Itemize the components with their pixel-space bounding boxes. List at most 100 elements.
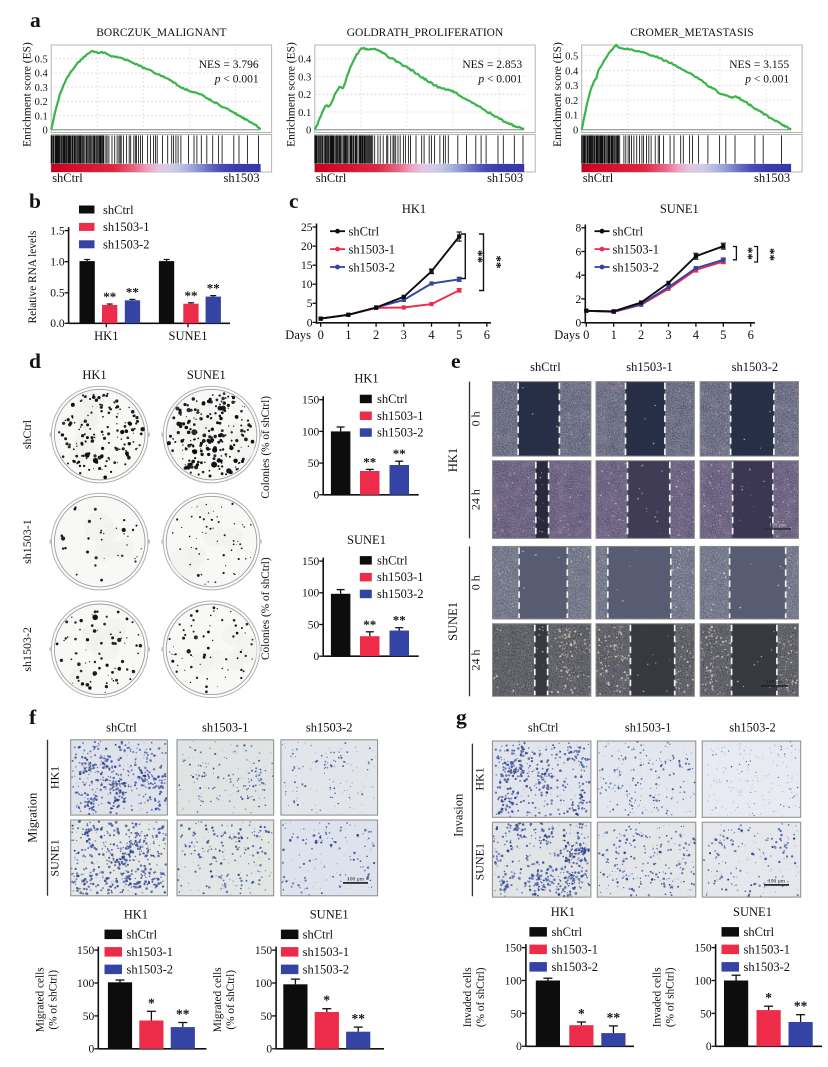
svg-text:HK1: HK1	[82, 368, 106, 382]
svg-text:sh1503: sh1503	[223, 171, 259, 185]
svg-text:25: 25	[301, 222, 313, 234]
svg-text:SUNE1: SUNE1	[347, 533, 386, 547]
svg-text:sh1503-1: sh1503-1	[103, 220, 150, 234]
svg-text:4: 4	[693, 328, 700, 342]
svg-text:0.1: 0.1	[35, 111, 48, 122]
svg-text:**: **	[363, 454, 376, 469]
svg-text:SUNE1: SUNE1	[48, 839, 62, 876]
svg-text:sh1503-2: sh1503-2	[306, 721, 353, 735]
svg-text:0.1: 0.1	[565, 111, 578, 122]
svg-text:**: **	[393, 613, 406, 628]
svg-text:50: 50	[308, 458, 320, 470]
svg-text:shCtrl: shCtrl	[377, 553, 408, 567]
svg-text:SUNE1: SUNE1	[660, 202, 699, 216]
svg-text:0: 0	[313, 651, 319, 663]
svg-text:Enrichment score (ES): Enrichment score (ES)	[22, 42, 34, 147]
svg-text:p < 0.001: p < 0.001	[214, 74, 259, 86]
svg-text:sh1503-2: sh1503-2	[349, 260, 396, 274]
svg-text:sh1503-1: sh1503-1	[625, 721, 672, 735]
svg-text:HK1: HK1	[446, 448, 460, 472]
svg-text:HK1: HK1	[48, 766, 62, 789]
svg-text:0.5: 0.5	[565, 52, 578, 63]
svg-text:0.0: 0.0	[50, 318, 65, 330]
svg-text:sh1503-1: sh1503-1	[202, 721, 249, 735]
svg-text:150: 150	[302, 556, 320, 568]
svg-text:shCtrl: shCtrl	[377, 392, 408, 406]
svg-text:HK1: HK1	[354, 372, 378, 386]
svg-text:sh1503: sh1503	[487, 171, 523, 185]
svg-text:5: 5	[307, 298, 313, 310]
svg-text:0.3: 0.3	[565, 81, 578, 92]
svg-text:SUNE1: SUNE1	[446, 602, 460, 641]
svg-text:0.5: 0.5	[35, 55, 48, 66]
svg-text:8: 8	[576, 223, 582, 235]
svg-text:0.2: 0.2	[35, 97, 48, 108]
svg-text:100 µm: 100 µm	[769, 523, 787, 529]
svg-text:shCtrl: shCtrl	[316, 171, 347, 185]
svg-text:d: d	[29, 349, 41, 373]
svg-text:HK1: HK1	[473, 767, 487, 790]
svg-text:shCtrl: shCtrl	[613, 225, 644, 239]
svg-text:0 h: 0 h	[469, 575, 483, 590]
svg-text:NES = 2.853: NES = 2.853	[462, 59, 522, 71]
svg-text:5: 5	[720, 328, 726, 342]
svg-text:0: 0	[583, 328, 589, 342]
svg-text:shCtrl: shCtrl	[528, 721, 559, 735]
svg-text:5: 5	[456, 328, 462, 342]
svg-text:f: f	[29, 705, 37, 729]
svg-text:BORCZUK_MALIGNANT: BORCZUK_MALIGNANT	[96, 27, 226, 39]
svg-text:0.2: 0.2	[565, 96, 578, 107]
svg-text:20: 20	[301, 241, 313, 253]
svg-text:sh1503-2: sh1503-2	[729, 721, 776, 735]
svg-text:0: 0	[576, 318, 582, 330]
svg-text:c: c	[289, 189, 299, 213]
svg-text:Invasion: Invasion	[452, 793, 466, 837]
svg-text:p < 0.001: p < 0.001	[477, 74, 522, 86]
svg-text:shCtrl: shCtrl	[106, 721, 137, 735]
svg-text:shCtrl: shCtrl	[52, 171, 83, 185]
svg-text:sh1503-1: sh1503-1	[377, 409, 424, 423]
svg-text:1.0: 1.0	[50, 257, 65, 269]
svg-text:sh1503-2: sh1503-2	[20, 627, 34, 672]
svg-text:sh1503-2: sh1503-2	[613, 260, 660, 274]
svg-text:15: 15	[301, 260, 313, 272]
svg-text:2: 2	[638, 328, 644, 342]
svg-text:**: **	[741, 247, 756, 260]
svg-text:**: **	[490, 256, 505, 269]
svg-text:NES = 3.155: NES = 3.155	[729, 59, 789, 71]
svg-text:b: b	[29, 189, 41, 213]
svg-text:**: **	[393, 446, 406, 461]
svg-text:sh1503-2: sh1503-2	[732, 360, 779, 374]
svg-text:6: 6	[748, 328, 754, 342]
svg-text:100: 100	[302, 588, 320, 600]
svg-text:0: 0	[318, 328, 324, 342]
svg-text:sh1503-2: sh1503-2	[103, 238, 150, 252]
svg-text:SUNE1: SUNE1	[169, 329, 208, 343]
svg-text:Enrichment score (ES): Enrichment score (ES)	[285, 42, 297, 147]
svg-text:0: 0	[307, 317, 313, 329]
svg-text:2: 2	[373, 328, 379, 342]
svg-text:NES = 3.796: NES = 3.796	[199, 59, 259, 71]
svg-text:sh1503-1: sh1503-1	[377, 570, 424, 584]
svg-text:sh1503-1: sh1503-1	[20, 519, 34, 564]
svg-text:**: **	[185, 288, 198, 303]
svg-text:0.3: 0.3	[298, 72, 311, 83]
svg-text:150: 150	[302, 395, 320, 407]
svg-text:0: 0	[42, 126, 47, 137]
svg-text:shCtrl: shCtrl	[103, 203, 134, 217]
svg-text:Relative RNA levels: Relative RNA levels	[27, 231, 39, 324]
svg-text:g: g	[456, 705, 467, 729]
svg-text:SUNE1: SUNE1	[473, 843, 487, 880]
svg-text:Colonies (% of shCtrl): Colonies (% of shCtrl)	[260, 557, 272, 660]
svg-text:0.2: 0.2	[298, 90, 311, 101]
svg-text:24 h: 24 h	[469, 489, 483, 510]
svg-text:10: 10	[301, 279, 313, 291]
svg-text:sh1503: sh1503	[754, 171, 790, 185]
svg-text:sh1503-2: sh1503-2	[377, 587, 424, 601]
svg-text:0: 0	[313, 490, 319, 502]
svg-text:sh1503-1: sh1503-1	[626, 360, 673, 374]
svg-text:6: 6	[576, 246, 582, 258]
svg-text:e: e	[451, 349, 461, 373]
svg-text:shCtrl: shCtrl	[530, 360, 561, 374]
svg-text:0.4: 0.4	[565, 66, 579, 77]
